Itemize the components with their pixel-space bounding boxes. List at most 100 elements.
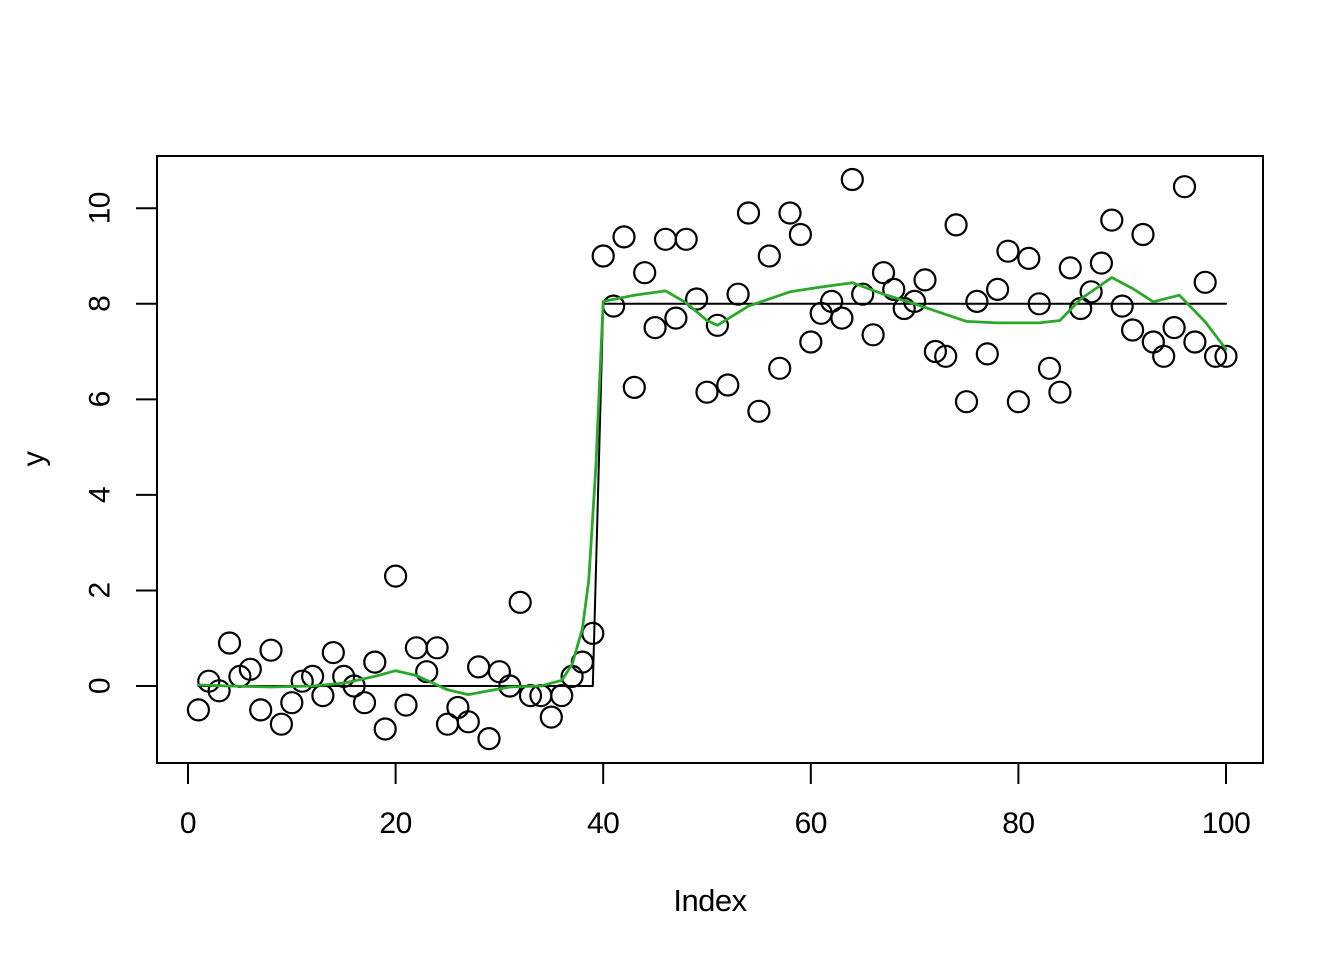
data-point: [373, 717, 397, 741]
data-point: [819, 289, 844, 313]
data-point: [1152, 344, 1176, 368]
x-tick-label: 60: [795, 807, 827, 840]
data-point: [1214, 344, 1238, 368]
step-line: [197, 302, 1227, 687]
lines-layer: [196, 276, 1228, 696]
data-point: [425, 636, 449, 660]
y-tick-label: 6: [84, 391, 117, 407]
data-point: [695, 380, 719, 404]
data-point: [539, 705, 563, 729]
data-point: [747, 399, 771, 423]
data-point: [1006, 390, 1031, 414]
axes-layer: 0 20 40 60 80 100 0 2 4 6 8 10: [84, 192, 1251, 840]
data-point: [861, 323, 885, 347]
data-point: [238, 657, 262, 681]
data-point: [446, 695, 470, 720]
data-point: [965, 289, 989, 313]
data-point: [633, 261, 657, 285]
data-point: [394, 693, 418, 717]
data-point: [934, 344, 958, 368]
data-point: [1089, 251, 1114, 275]
data-point: [653, 227, 678, 251]
data-point: [1037, 356, 1062, 380]
data-point: [716, 373, 740, 397]
data-point: [643, 316, 667, 340]
data-point: [871, 261, 896, 285]
data-point: [1110, 294, 1134, 318]
data-point: [508, 590, 532, 615]
data-point: [674, 227, 698, 251]
data-point: [1017, 246, 1041, 270]
data-point: [581, 621, 605, 646]
data-point: [321, 640, 345, 665]
data-point: [591, 244, 615, 268]
y-tick-label: 4: [84, 487, 117, 503]
data-point: [778, 201, 802, 225]
data-point: [269, 712, 293, 736]
data-point: [1162, 316, 1186, 340]
data-point: [996, 239, 1020, 263]
data-point: [217, 631, 242, 655]
data-point: [550, 683, 574, 708]
data-point: [384, 564, 408, 588]
data-point: [840, 167, 864, 192]
data-point: [1120, 318, 1145, 342]
data-point: [1079, 280, 1103, 304]
data-point: [985, 277, 1010, 301]
data-point: [1131, 222, 1155, 247]
data-point: [249, 698, 273, 722]
data-point: [830, 306, 854, 330]
x-axis-title: Index: [673, 883, 747, 918]
y-tick-label: 8: [84, 296, 117, 312]
data-point: [290, 669, 314, 693]
data-point: [280, 691, 304, 715]
data-point: [467, 655, 491, 679]
plot-frame: [156, 155, 1264, 764]
data-point: [1100, 208, 1124, 232]
data-point: [186, 698, 210, 722]
data-point: [1172, 175, 1197, 199]
data-point: [975, 342, 999, 366]
data-point: [1048, 380, 1072, 404]
y-axis-title: y: [16, 451, 51, 467]
data-point: [799, 330, 823, 354]
data-point: [352, 691, 377, 715]
smooth-line: [196, 276, 1228, 696]
data-point: [622, 375, 646, 399]
data-point: [684, 287, 709, 311]
x-tick-label: 80: [1002, 807, 1034, 840]
data-point: [1203, 344, 1228, 368]
data-point: [456, 710, 480, 734]
data-point: [1058, 256, 1082, 280]
data-point: [477, 726, 501, 751]
data-point: [1183, 330, 1207, 354]
data-point: [726, 282, 750, 306]
data-point: [882, 277, 906, 301]
y-tick-label: 0: [84, 678, 117, 694]
data-point: [1141, 330, 1165, 354]
data-point: [415, 660, 439, 684]
data-point: [923, 339, 948, 364]
data-point: [736, 201, 761, 225]
data-point: [768, 356, 792, 380]
data-point: [363, 650, 387, 674]
data-point: [788, 222, 813, 247]
data-point: [1193, 270, 1217, 294]
y-tick-label: 10: [84, 192, 117, 224]
x-tick-label: 40: [587, 807, 619, 840]
data-point: [757, 244, 781, 268]
data-point: [612, 225, 636, 249]
x-tick-label: 0: [180, 807, 196, 840]
data-point: [664, 306, 688, 330]
data-point: [944, 213, 968, 237]
data-point: [404, 636, 428, 660]
x-tick-label: 20: [379, 807, 411, 840]
data-point: [913, 268, 937, 292]
data-point: [311, 683, 335, 708]
y-tick-label: 2: [84, 582, 117, 598]
data-point: [705, 313, 730, 337]
points-layer: [186, 167, 1238, 751]
data-point: [487, 660, 511, 684]
